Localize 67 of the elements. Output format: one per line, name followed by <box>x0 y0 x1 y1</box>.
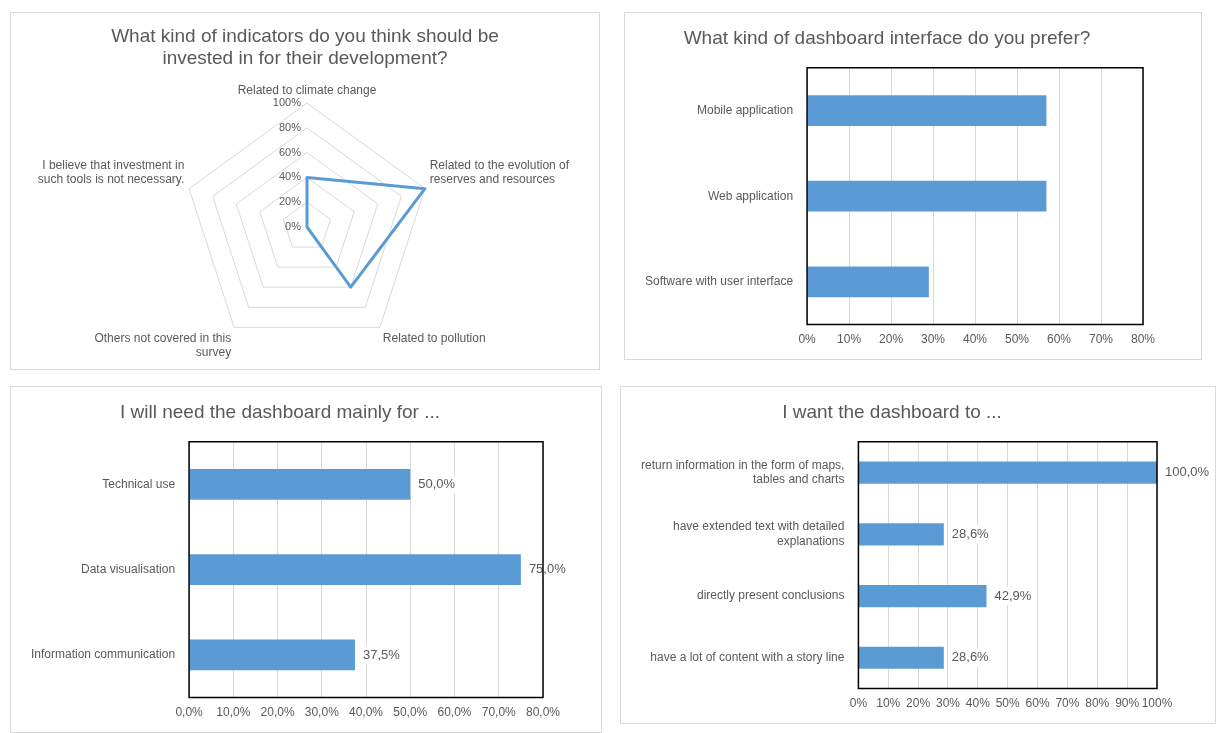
bar <box>858 646 944 669</box>
y-tick-label: Mobile application <box>697 102 794 117</box>
y-tick-label: have extended text with detailed explanations <box>672 519 845 548</box>
bar <box>189 469 411 500</box>
bar <box>858 584 987 608</box>
x-tick-label: 80,0% <box>525 705 561 720</box>
x-tick-label: 30% <box>921 332 946 347</box>
x-tick-label: 40% <box>963 332 988 347</box>
x-tick-label: 40,0% <box>349 705 384 720</box>
spoke-label: Related to the evolution of reserves and resources <box>429 157 570 187</box>
data-label: 42,9% <box>994 587 1032 603</box>
x-tick-label: 0% <box>798 332 817 347</box>
y-tick-label: Technical use <box>102 476 176 491</box>
x-tick-label: 50,0% <box>393 705 428 720</box>
x-tick-label: 40% <box>965 696 991 711</box>
x-tick-label: 80% <box>1130 332 1156 347</box>
spoke-label: Related to climate change <box>237 83 377 98</box>
x-tick-label: 60% <box>1047 332 1072 347</box>
bar <box>858 523 944 546</box>
x-tick-label: 10,0% <box>216 705 251 720</box>
y-tick-label: Software with user interface <box>644 274 794 289</box>
x-tick-label: 100% <box>1141 696 1173 711</box>
x-tick-label: 30% <box>935 696 961 711</box>
x-tick-label: 60,0% <box>437 705 472 720</box>
x-tick-label: 90% <box>1115 696 1140 711</box>
x-tick-label: 10% <box>876 696 901 711</box>
x-tick-label: 10% <box>837 332 862 347</box>
x-tick-label: 50% <box>1005 332 1030 347</box>
y-tick-label: directly present conclusions <box>697 588 845 603</box>
data-label: 37,5% <box>362 646 401 662</box>
y-tick-label: Data visualisation <box>81 562 176 577</box>
spoke-label: Related to pollution <box>382 330 486 345</box>
data-label: 50,0% <box>418 476 456 492</box>
y-tick-label: 100% <box>272 96 302 109</box>
y-tick-label: 40% <box>278 170 302 183</box>
bar <box>189 554 521 586</box>
x-tick-label: 70% <box>1088 332 1114 347</box>
x-tick-label: 70% <box>1055 696 1080 711</box>
x-tick-label: 60% <box>1025 696 1050 711</box>
data-label: 100,0% <box>1165 464 1210 480</box>
y-tick-label: 0% <box>285 220 302 233</box>
chart-title: What kind of dashboard interface do you prefer? <box>683 26 1091 48</box>
x-tick-label: 80% <box>1085 696 1110 711</box>
y-tick-label: Information communication <box>30 647 176 662</box>
x-tick-label: 0,0% <box>175 705 204 720</box>
x-tick-label: 20% <box>879 332 904 347</box>
spoke-label: Others not covered in this survey <box>94 330 232 360</box>
spoke-label: I believe that investment in such tools is not necessary. <box>37 157 185 187</box>
chart-title: I want the dashboard to ... <box>782 400 1002 422</box>
chart-title: I will need the dashboard mainly for ... <box>119 400 441 422</box>
y-tick-label: Web application <box>707 188 794 203</box>
bar <box>858 461 1157 484</box>
x-tick-label: 0% <box>849 696 868 711</box>
x-tick-label: 30,0% <box>304 705 340 720</box>
bar <box>189 639 355 671</box>
y-tick-label: 20% <box>278 195 302 208</box>
y-tick-label: return information in the form of maps, tables and charts <box>641 457 845 487</box>
x-tick-label: 70,0% <box>481 705 517 720</box>
data-label: 28,6% <box>951 649 990 665</box>
x-tick-label: 20,0% <box>260 705 295 720</box>
y-tick-label: have a lot of content with a story line <box>650 650 845 665</box>
x-tick-label: 50% <box>995 696 1021 711</box>
x-tick-label: 20% <box>906 696 931 711</box>
y-tick-label: 60% <box>278 145 302 158</box>
y-tick-label: 80% <box>278 120 302 133</box>
chart-title: What kind of indicators do you think should be invested in for their development? <box>111 24 499 69</box>
data-label: 28,6% <box>951 525 990 541</box>
